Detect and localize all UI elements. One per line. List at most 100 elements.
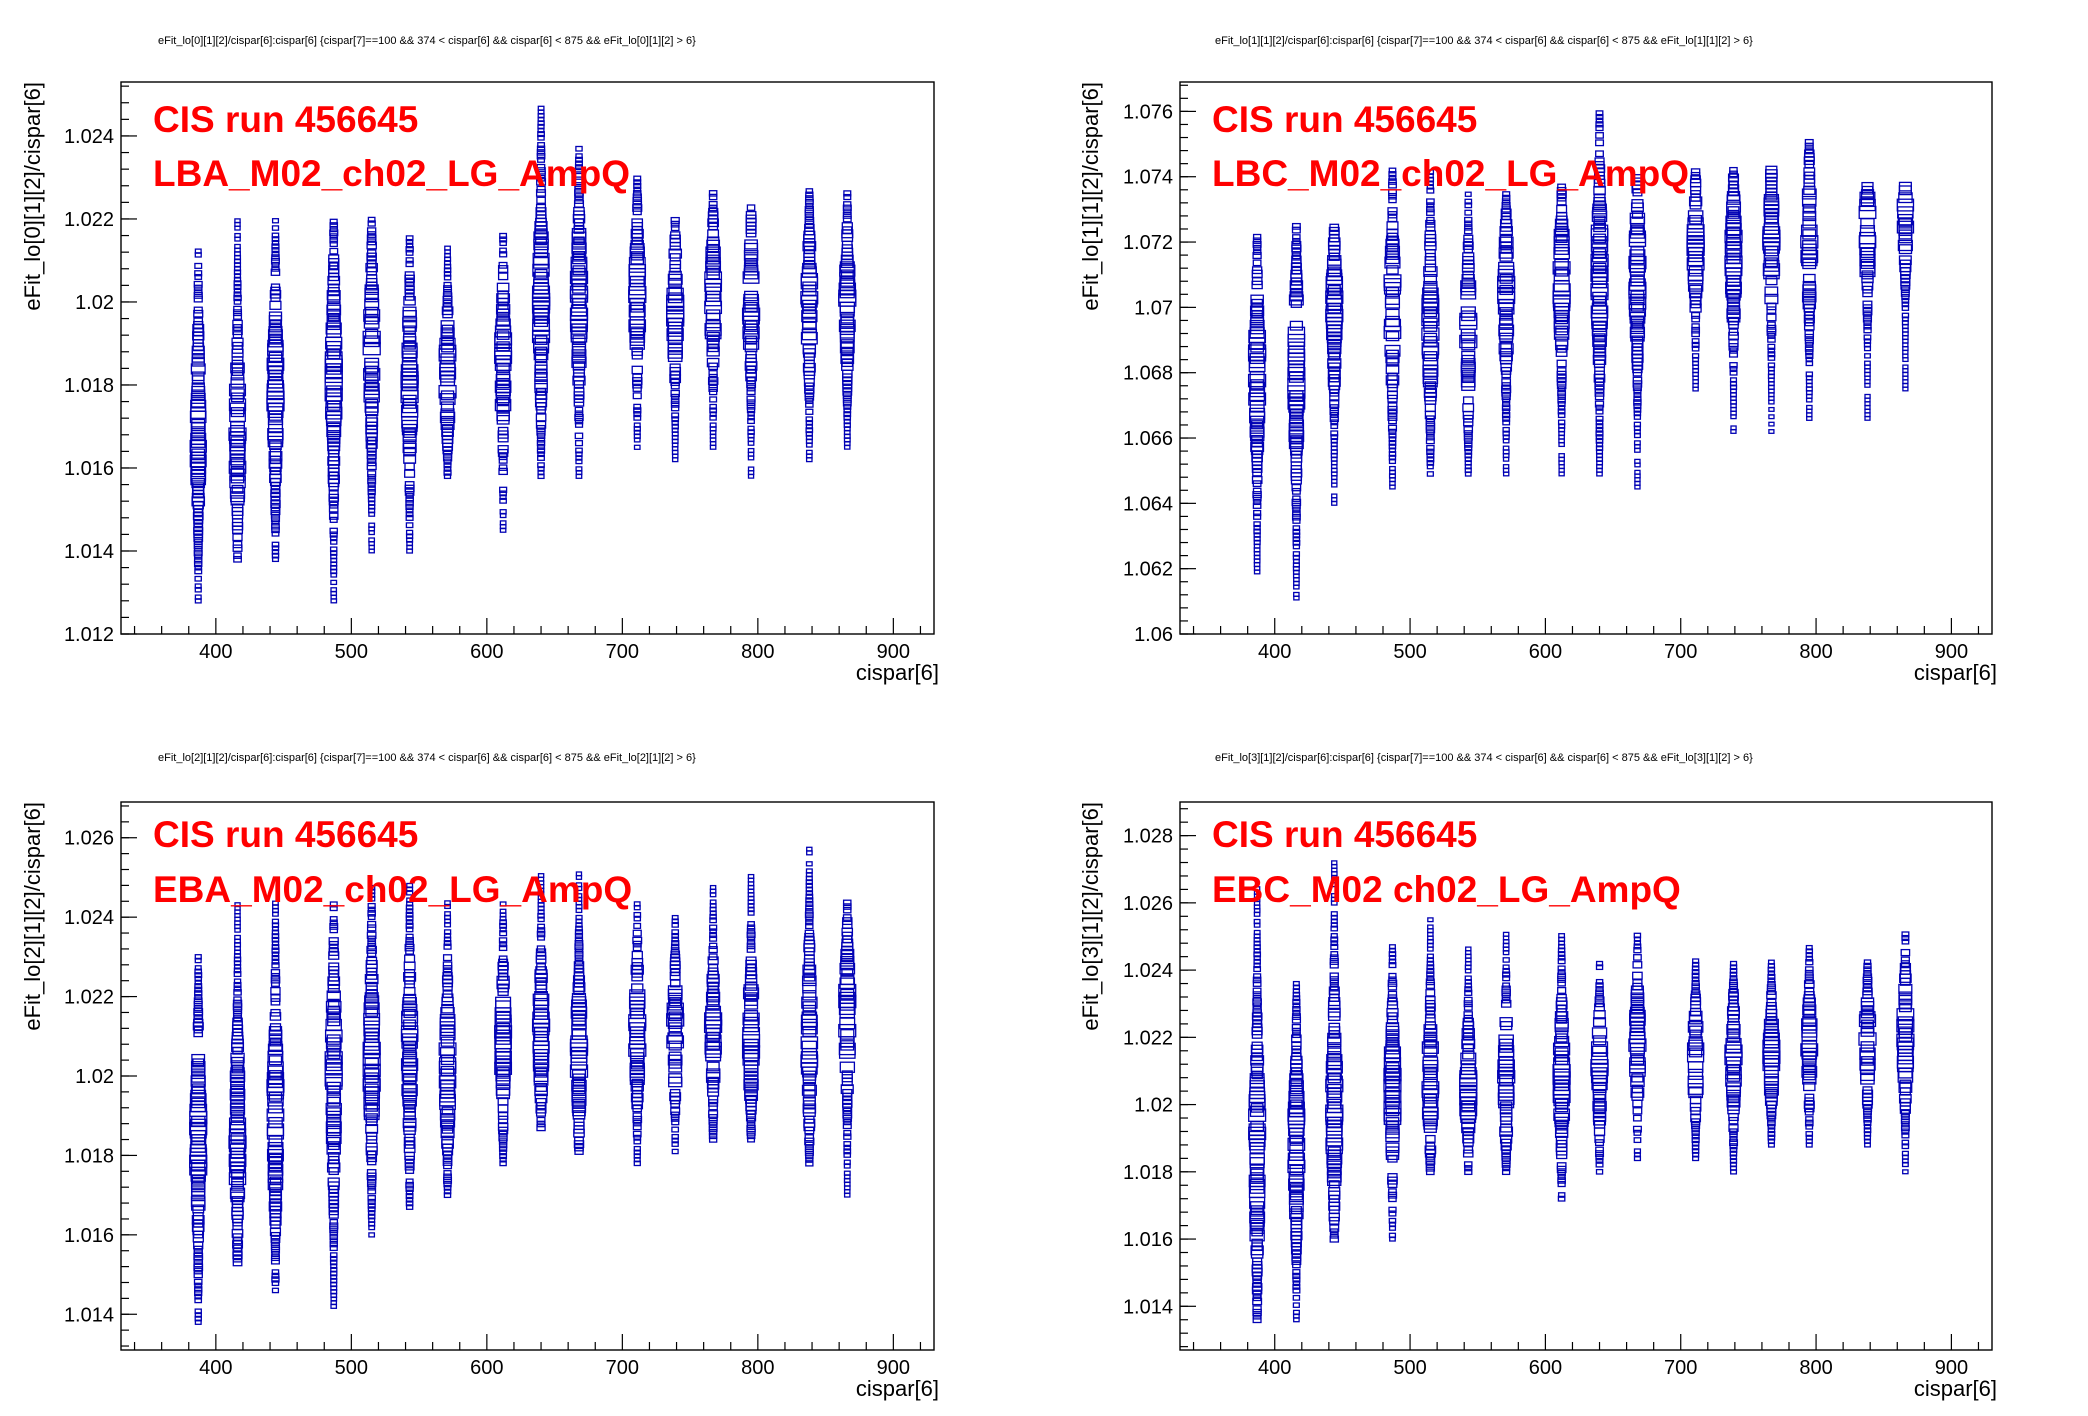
data-box-marker	[1290, 1099, 1303, 1109]
data-box-marker	[270, 1243, 281, 1251]
data-box-marker	[802, 241, 817, 252]
data-box-marker	[1726, 227, 1741, 239]
data-box-marker	[365, 1102, 379, 1112]
data-box-marker	[405, 257, 414, 264]
data-box-marker	[536, 174, 546, 182]
data-box-marker	[670, 393, 680, 401]
data-box-marker	[1862, 987, 1873, 996]
data-box-marker	[268, 1183, 282, 1193]
data-box-marker	[1249, 423, 1265, 434]
data-box-marker	[1425, 981, 1436, 989]
data-box-marker	[494, 1007, 512, 1020]
data-box-marker	[707, 956, 719, 965]
data-box-marker	[442, 292, 453, 300]
data-box-marker	[1631, 1073, 1644, 1083]
data-box-marker	[533, 278, 550, 291]
data-box-marker	[1762, 241, 1780, 254]
data-box-marker	[804, 1148, 814, 1156]
data-box-marker	[1632, 1107, 1643, 1115]
data-box-marker	[363, 1035, 380, 1048]
data-box-marker	[1690, 990, 1701, 998]
data-box-marker	[1552, 1042, 1571, 1056]
data-box-marker	[268, 1153, 283, 1165]
data-box-marker	[574, 171, 584, 178]
data-box-marker	[744, 1083, 758, 1094]
data-box-marker	[1497, 1070, 1516, 1084]
data-box-marker	[574, 196, 584, 204]
data-box-marker	[1388, 171, 1397, 178]
data-box-marker	[1502, 1165, 1511, 1172]
data-box-marker	[405, 915, 414, 922]
data-box-marker	[1385, 1146, 1400, 1157]
data-box-marker	[194, 983, 203, 990]
data-box-marker	[744, 320, 758, 331]
data-box-marker	[364, 1072, 379, 1084]
data-box-marker	[191, 371, 205, 382]
data-box-marker	[1552, 298, 1571, 312]
data-box-marker	[1289, 1142, 1304, 1154]
data-box-marker	[194, 968, 203, 975]
data-box-marker	[1595, 1161, 1604, 1168]
y-tick-label: 1.064	[1123, 493, 1173, 515]
data-box-marker	[1292, 1294, 1301, 1301]
data-box-marker	[1464, 191, 1472, 197]
y-tick-label: 1.076	[1123, 101, 1173, 123]
data-box-marker	[229, 409, 246, 423]
data-box-marker	[1557, 389, 1567, 397]
data-box-marker	[230, 454, 246, 466]
data-box-marker	[633, 407, 642, 414]
data-box-marker	[1249, 1073, 1265, 1085]
data-box-marker	[1291, 1034, 1302, 1043]
data-box-marker	[1383, 1078, 1402, 1093]
data-box-marker	[1289, 280, 1304, 291]
data-box-marker	[1557, 969, 1566, 976]
data-box-marker	[531, 300, 551, 314]
data-box-marker	[499, 247, 507, 254]
data-box-marker	[1768, 414, 1775, 420]
data-box-marker	[804, 1137, 815, 1146]
data-box-marker	[268, 1201, 283, 1212]
data-box-marker	[1251, 1227, 1264, 1237]
data-box-marker	[838, 1023, 857, 1038]
data-box-marker	[442, 954, 453, 962]
data-box-marker	[1863, 1123, 1872, 1130]
data-box-marker	[1502, 445, 1510, 451]
data-box-marker	[329, 233, 338, 240]
data-box-marker	[1388, 1232, 1397, 1239]
data-box-marker	[1691, 979, 1700, 987]
data-box-marker	[1554, 1098, 1569, 1109]
data-box-marker	[571, 227, 587, 239]
data-box-marker	[668, 1000, 683, 1011]
data-box-marker	[741, 1034, 761, 1048]
data-box-marker	[268, 1135, 283, 1146]
data-box-marker	[574, 185, 584, 193]
data-box-marker	[1765, 165, 1778, 175]
data-box-marker	[405, 507, 414, 514]
data-box-marker	[706, 1061, 720, 1072]
data-box-marker	[1729, 1158, 1738, 1164]
y-axis-title: eFit_lo[0][1][2]/cispar[6]	[20, 82, 45, 311]
data-box-marker	[629, 330, 646, 343]
data-box-marker	[1249, 1153, 1265, 1165]
data-box-marker	[326, 326, 342, 338]
data-box-marker	[1385, 1022, 1400, 1033]
data-box-marker	[1902, 1169, 1909, 1175]
data-box-marker	[533, 1052, 549, 1064]
data-box-marker	[271, 261, 280, 268]
data-box-marker	[805, 416, 814, 423]
data-box-marker	[403, 961, 416, 971]
data-box-marker	[1595, 978, 1604, 985]
data-box-marker	[1389, 465, 1396, 472]
data-box-marker	[368, 522, 376, 528]
data-box-marker	[839, 287, 855, 299]
data-box-marker	[746, 402, 756, 410]
data-box-marker	[1595, 121, 1604, 128]
data-box-marker	[1287, 363, 1306, 377]
data-box-marker	[843, 1170, 851, 1176]
data-box-marker	[1388, 954, 1397, 961]
data-box-marker	[362, 1074, 381, 1088]
data-box-marker	[499, 919, 507, 926]
data-box-marker	[1691, 330, 1700, 338]
data-box-marker	[1763, 1073, 1780, 1085]
data-box-marker	[364, 284, 379, 295]
